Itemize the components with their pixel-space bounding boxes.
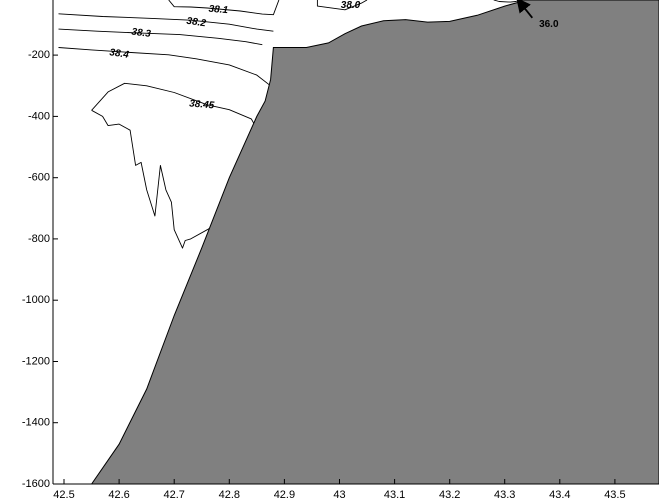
y-tick-label: -1200: [22, 355, 50, 367]
x-tick-label: 43.1: [384, 489, 405, 501]
contour-line-unlabeled: [91, 109, 236, 249]
contour-label-38-0: 38.0: [341, 0, 361, 11]
contour-line-38-3: [58, 28, 263, 46]
contour-label-38-2: 38.2: [186, 16, 207, 30]
y-tick-label: -200: [28, 49, 50, 61]
x-tick-label: 43.3: [494, 489, 515, 501]
y-tick-label: -600: [28, 172, 50, 184]
contour-line-38-45: [91, 82, 258, 129]
contour-labels: 38.0 38.138.2 38.338.4 38.45: [109, 0, 361, 111]
callout: 36.0: [516, 0, 559, 30]
callout-label: 36.0: [539, 19, 559, 30]
x-tick-label: 42.8: [219, 489, 240, 501]
contour-line-38-1: [168, 0, 280, 16]
x-tick-label: 43: [333, 489, 345, 501]
contour-line-38-4: [58, 47, 271, 87]
x-tick-label: 43.4: [549, 489, 570, 501]
contour-line-38-0: [316, 0, 368, 11]
y-axis-ticks: -200 -400 -600 -800 -1000 -1200 -1400 -1600: [22, 49, 58, 490]
y-tick-label: -1400: [22, 417, 50, 429]
x-tick-label: 42.5: [53, 489, 74, 501]
plot-area: 38.0 38.138.2 38.338.4 38.45 36.0: [58, 0, 659, 484]
contour-label-38-4: 38.4: [109, 47, 130, 61]
contour-line-38-2: [58, 13, 274, 32]
contour-label-38-45: 38.45: [189, 98, 215, 111]
x-tick-label: 42.7: [163, 489, 184, 501]
y-tick-label: -400: [28, 110, 50, 122]
y-tick-label: -1000: [22, 294, 50, 306]
y-tick-label: -1600: [22, 478, 50, 490]
contour-label-38-3: 38.3: [131, 27, 152, 40]
x-tick-label: 42.6: [108, 489, 129, 501]
x-tick-label: 43.2: [439, 489, 460, 501]
axes: [52, 0, 659, 485]
x-axis-ticks: 42.5 42.6 42.7 42.8 42.9 43 43.1 43.2 43.3 43.4 43…: [53, 479, 626, 501]
contour-lines: [58, 0, 522, 249]
callout-arrow: [516, 0, 534, 19]
x-tick-label: 42.9: [274, 489, 295, 501]
y-tick-label: -800: [28, 233, 50, 245]
contour-label-38-1: 38.1: [208, 4, 229, 17]
x-tick-label: 43.5: [604, 489, 625, 501]
